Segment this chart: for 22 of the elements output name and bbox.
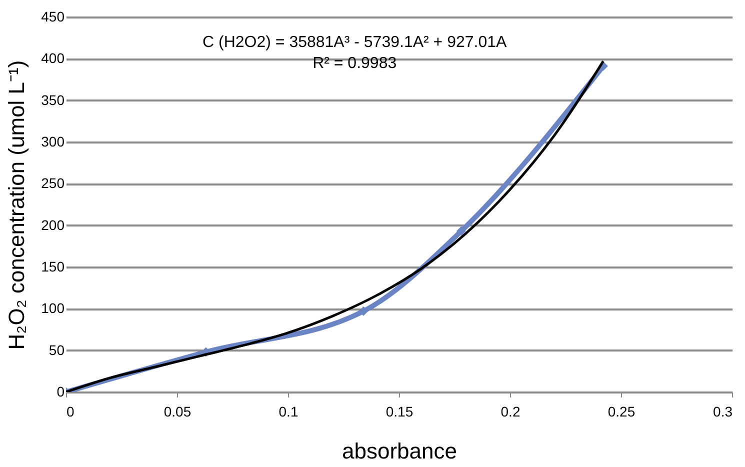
y-axis-title: H₂O₂ concentration (umol L⁻¹) [4,60,30,350]
annotation: R² = 0.9983 [312,54,397,72]
x-tick-label: 0.2 [500,404,520,420]
y-tick-label: 0 [56,384,65,400]
x-tick-label: 0.15 [386,404,414,420]
y-tick-label: 350 [41,92,65,108]
y-tick-label: 200 [41,216,65,233]
y-tick-label: 450 [41,8,65,24]
x-tick-label: 0.05 [164,404,192,420]
x-tick-label: 0.25 [608,404,636,420]
x-tick-label: 0.1 [278,404,298,420]
y-tick-label: 150 [41,258,65,274]
y-tick-label: 250 [41,175,65,192]
y-tick-label: 100 [41,300,65,316]
point [456,226,466,236]
annotation: C (H2O2) = 35881A³ - 5739.1A² + 927.01A [202,34,508,51]
y-tick-label: 300 [41,134,65,150]
x-tick-label: 0.3 [713,404,733,420]
y-tick-label: 400 [41,50,65,66]
y-tick-label: 50 [48,342,65,358]
x-axis-title: absorbance [342,438,457,464]
point [358,306,368,316]
